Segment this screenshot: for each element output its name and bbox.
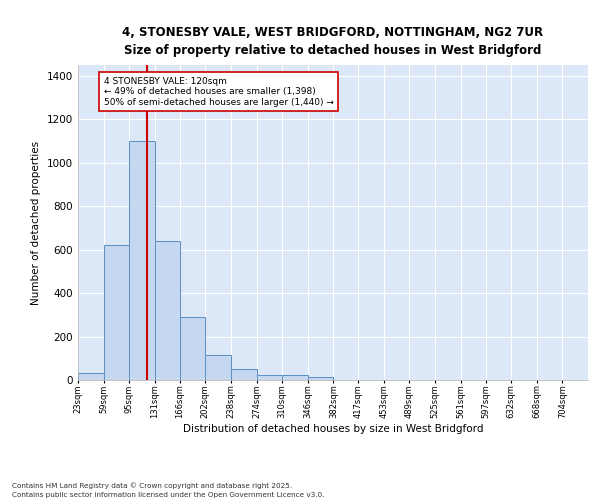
Bar <box>205 355 231 380</box>
Bar <box>257 374 282 380</box>
Bar <box>129 141 155 380</box>
Text: 4 STONESBY VALE: 120sqm
← 49% of detached houses are smaller (1,398)
50% of semi: 4 STONESBY VALE: 120sqm ← 49% of detache… <box>104 77 334 106</box>
Bar <box>155 241 181 380</box>
Bar <box>308 376 334 380</box>
Bar <box>282 375 308 380</box>
Title: 4, STONESBY VALE, WEST BRIDGFORD, NOTTINGHAM, NG2 7UR
Size of property relative : 4, STONESBY VALE, WEST BRIDGFORD, NOTTIN… <box>122 26 544 57</box>
Bar <box>78 374 104 380</box>
Text: Contains HM Land Registry data © Crown copyright and database right 2025.: Contains HM Land Registry data © Crown c… <box>12 482 292 489</box>
Y-axis label: Number of detached properties: Number of detached properties <box>31 140 41 304</box>
X-axis label: Distribution of detached houses by size in West Bridgford: Distribution of detached houses by size … <box>183 424 483 434</box>
Text: Contains public sector information licensed under the Open Government Licence v3: Contains public sector information licen… <box>12 492 325 498</box>
Bar <box>231 369 257 380</box>
Bar <box>104 246 129 380</box>
Bar <box>180 317 205 380</box>
